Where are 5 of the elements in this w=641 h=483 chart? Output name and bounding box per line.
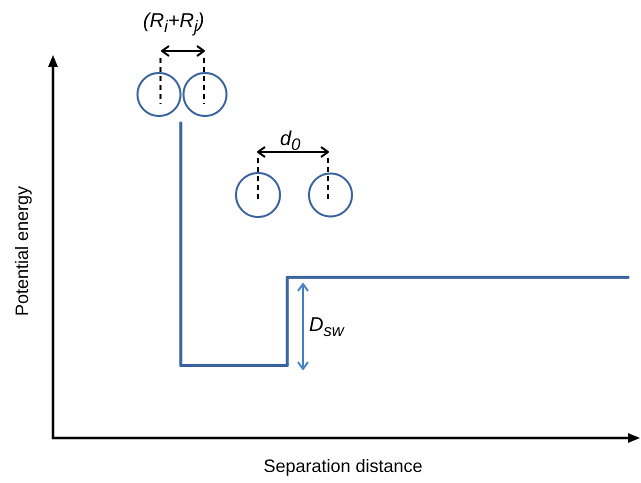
y-axis-title: Potential energy bbox=[12, 186, 32, 316]
x-axis-title: Separation distance bbox=[263, 456, 423, 476]
annotation: D$_{sw}$ bbox=[309, 314, 344, 341]
annotation: d$_{0}$ bbox=[280, 128, 300, 155]
text: (R$_{i}$+R$_{j}$) bbox=[143, 10, 204, 37]
